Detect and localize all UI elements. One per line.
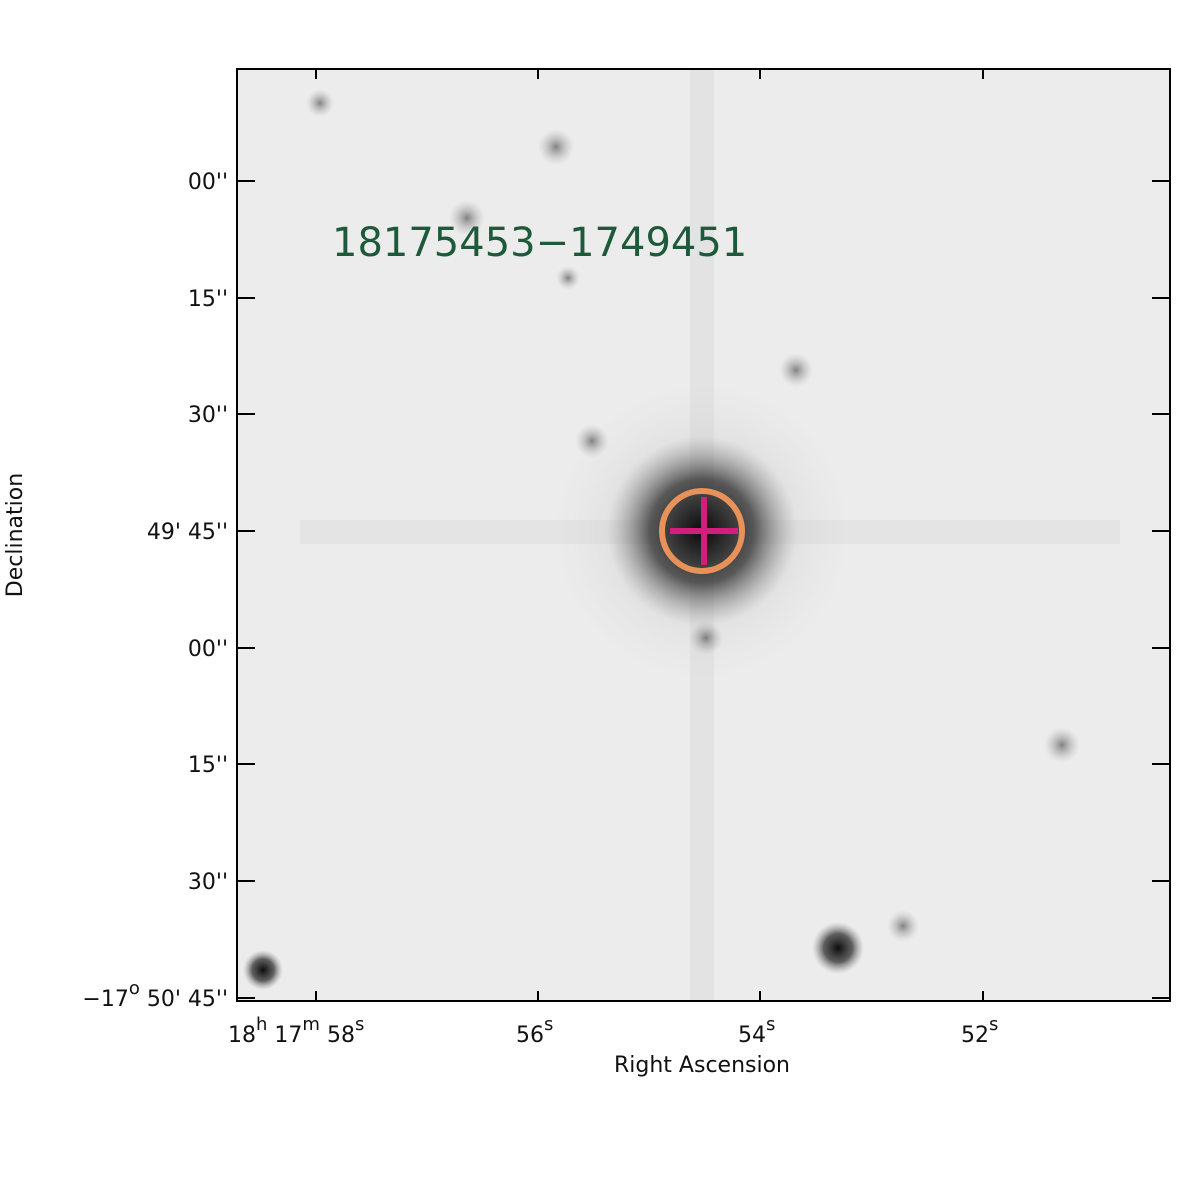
tick-label: 56s​ <box>516 1014 553 1048</box>
tick-label-sup: s <box>766 1014 775 1035</box>
tick-label-sup: s <box>544 1014 553 1035</box>
tick-label: 15'' <box>188 753 228 778</box>
tick-label-part: 56 <box>516 1023 544 1048</box>
tick-label-part: −17 <box>82 987 128 1012</box>
tick-label-part: 49' 45'' <box>147 520 228 545</box>
tick-label: 30'' <box>188 870 228 895</box>
tick-label-part: 00'' <box>188 170 228 195</box>
tick-label-part: 17 <box>267 1023 302 1048</box>
tick-label-sup: s <box>355 1014 364 1035</box>
target-circle <box>659 488 745 574</box>
tick-label-part: 58 <box>320 1023 355 1048</box>
tick-label-part: 30'' <box>188 403 228 428</box>
tick-label-part: 54 <box>738 1023 766 1048</box>
tick-label: 54s​ <box>738 1014 775 1048</box>
tick-label: 00'' <box>188 170 228 195</box>
tick-label-part: 50' 45'' <box>140 987 228 1012</box>
plot-frame <box>236 68 1171 1002</box>
tick-label-part: 18 <box>228 1023 256 1048</box>
tick-label: 00'' <box>188 637 228 662</box>
tick-label-part: 15'' <box>188 287 228 312</box>
y-axis-label: Declination <box>3 473 28 597</box>
source-name: 18175453−1749451 <box>332 220 747 266</box>
tick-label: −17o​ 50' 45'' <box>82 978 228 1012</box>
tick-label-part: 30'' <box>188 870 228 895</box>
tick-label-part: 15'' <box>188 753 228 778</box>
tick-label-sup: o <box>129 978 140 999</box>
tick-label-part: 00'' <box>188 637 228 662</box>
tick-label: 52s​ <box>961 1014 998 1048</box>
tick-label-sup: h <box>256 1014 267 1035</box>
tick-label: 30'' <box>188 403 228 428</box>
tick-label: 49' 45'' <box>147 520 228 545</box>
tick-label-part: 52 <box>961 1023 989 1048</box>
x-axis-label: Right Ascension <box>614 1053 790 1078</box>
sky-image <box>237 69 1170 1001</box>
tick-label: 18h​ 17m​ 58s​ <box>228 1014 364 1048</box>
tick-label-sup: m <box>302 1014 320 1035</box>
tick-label: 15'' <box>188 287 228 312</box>
tick-label-sup: s <box>989 1014 998 1035</box>
